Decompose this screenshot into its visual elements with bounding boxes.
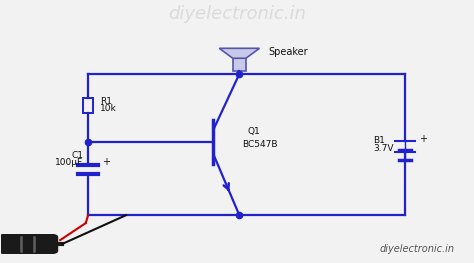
Text: diyelectronic.in: diyelectronic.in (168, 5, 306, 23)
Text: +: + (419, 134, 428, 144)
Polygon shape (219, 48, 259, 58)
Text: diyelectronic.in: diyelectronic.in (379, 244, 455, 254)
Text: R1: R1 (100, 97, 112, 107)
Text: +: + (102, 157, 110, 167)
FancyBboxPatch shape (0, 235, 57, 253)
Text: B1: B1 (374, 136, 385, 145)
Text: C1: C1 (72, 150, 83, 160)
Text: 10k: 10k (100, 104, 117, 113)
Text: 3.7V: 3.7V (374, 144, 394, 153)
FancyBboxPatch shape (233, 58, 246, 71)
Text: Q1: Q1 (248, 127, 261, 136)
Text: 100μF: 100μF (55, 158, 83, 166)
Text: Speaker: Speaker (269, 47, 308, 57)
FancyBboxPatch shape (83, 98, 93, 113)
Text: BC547B: BC547B (242, 140, 277, 149)
